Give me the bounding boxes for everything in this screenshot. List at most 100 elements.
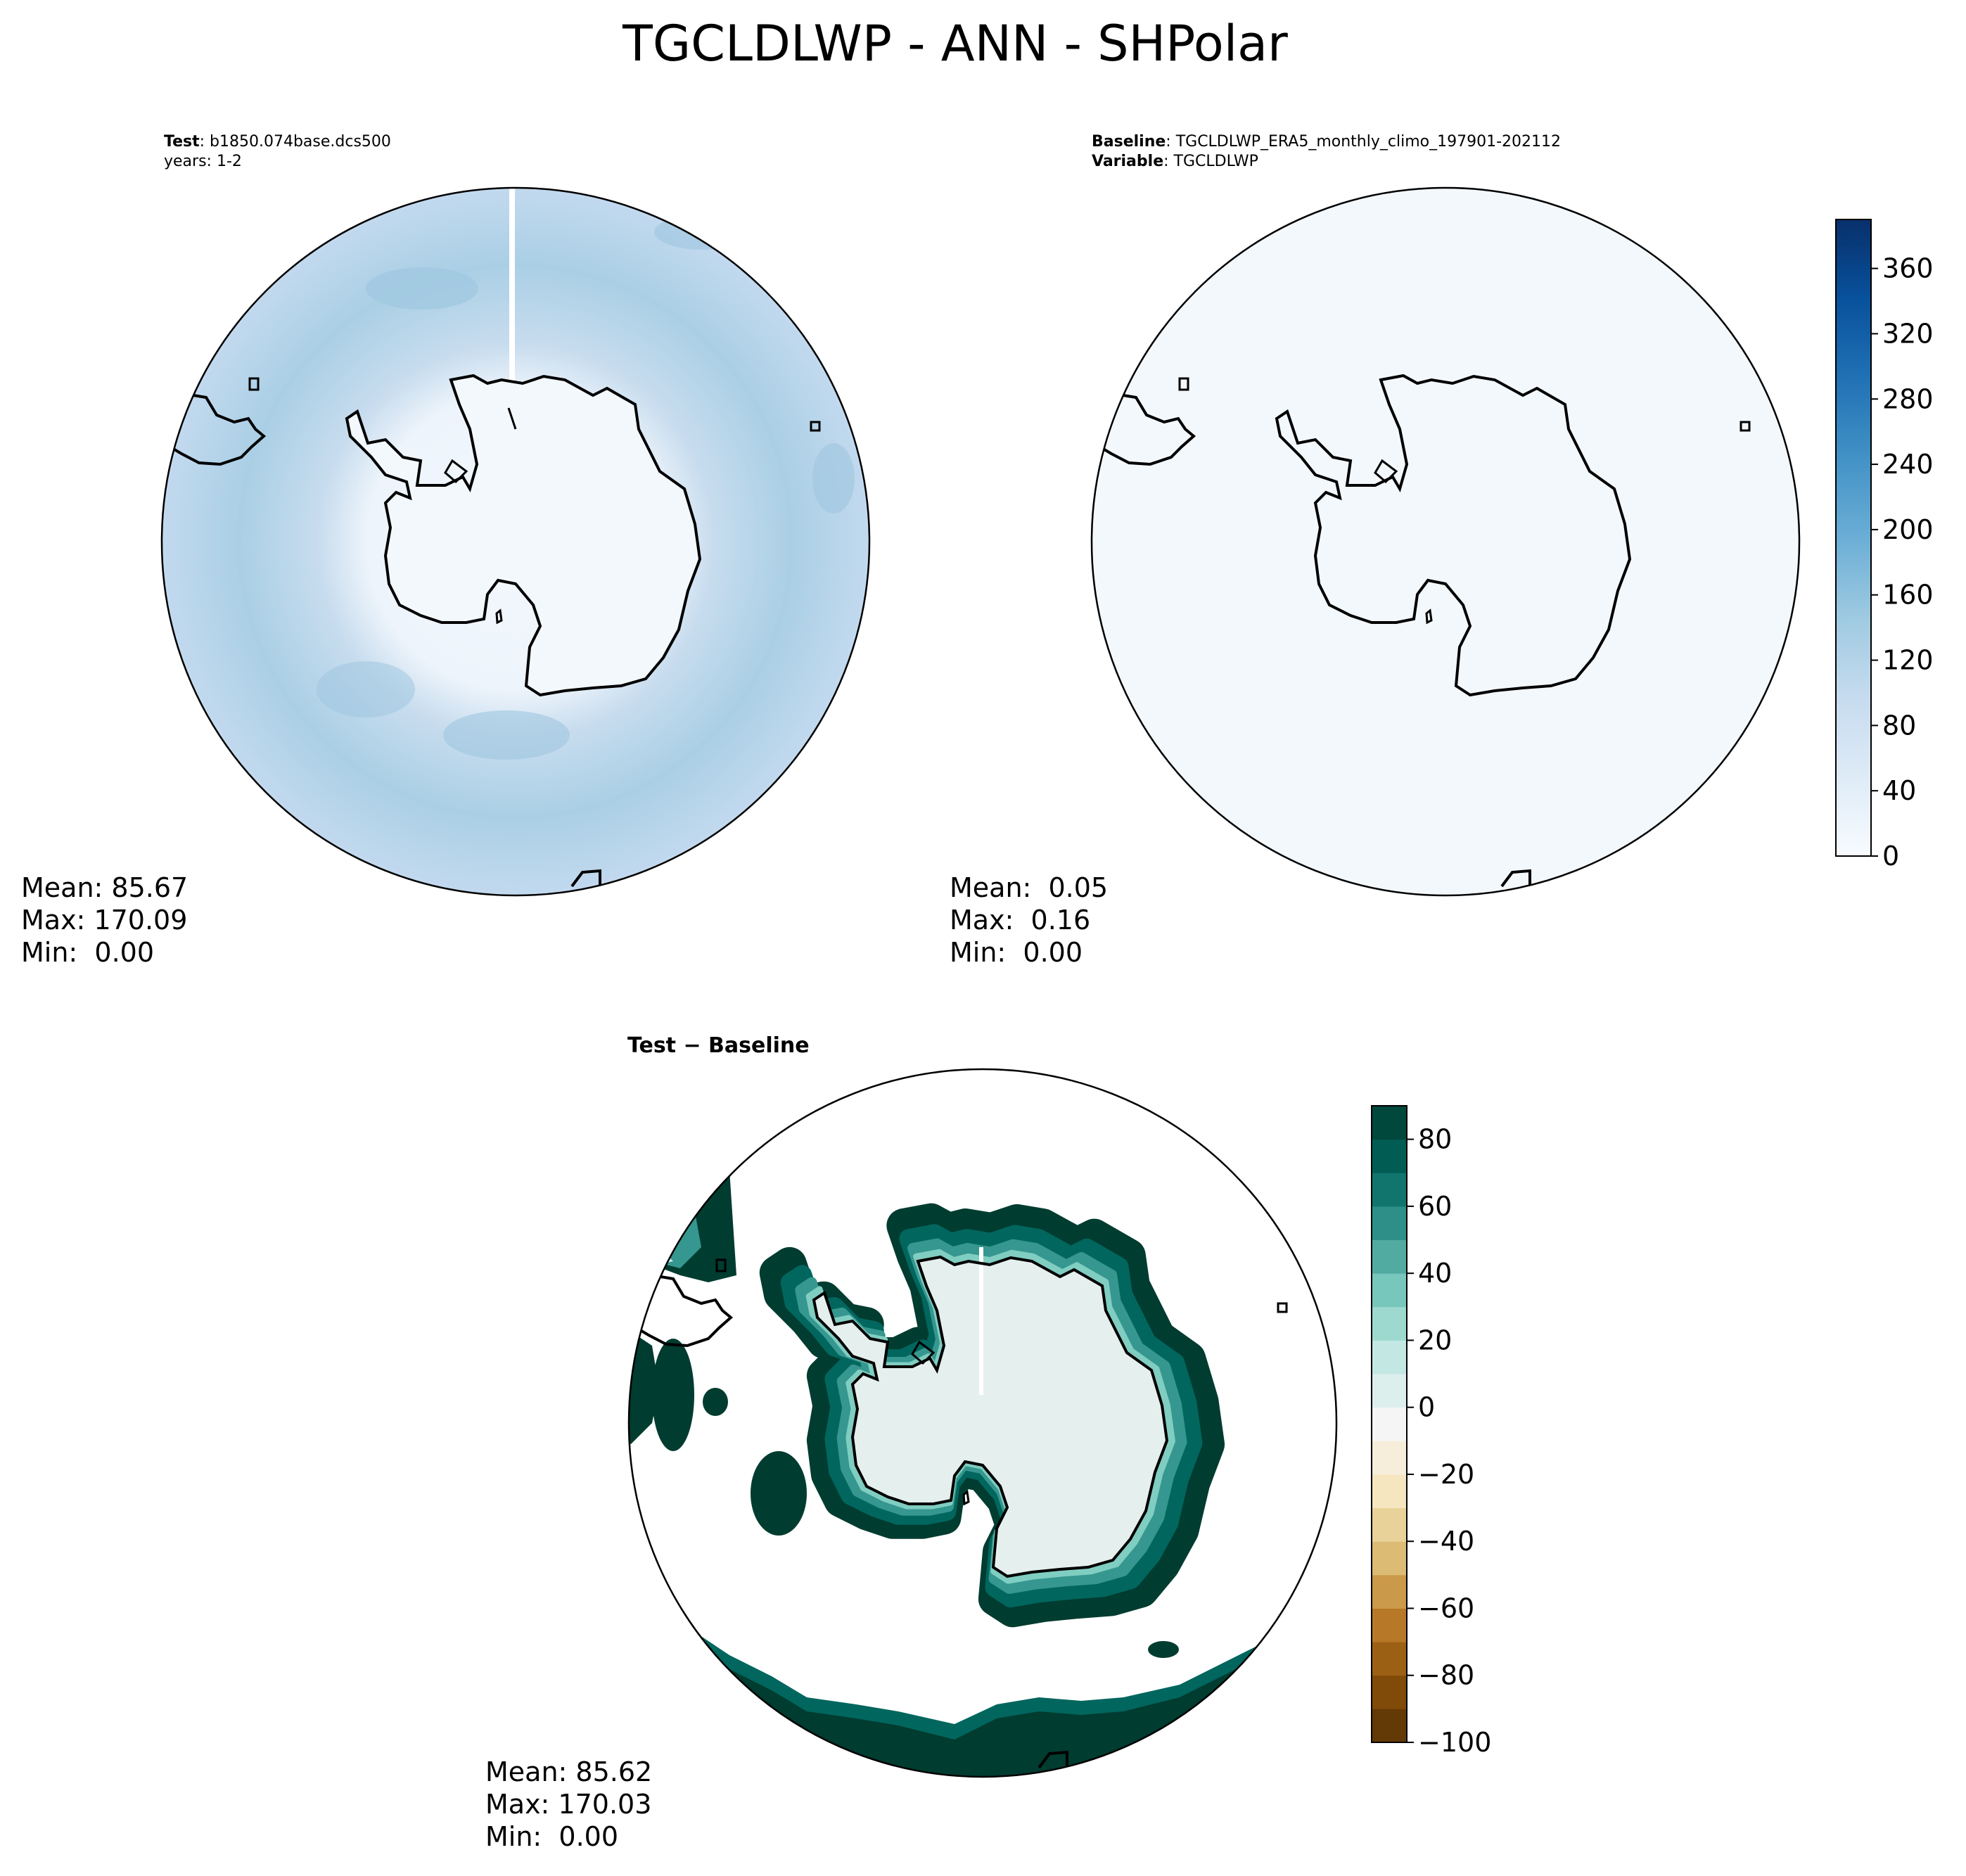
diff-patch bbox=[652, 1339, 694, 1451]
diff-patch bbox=[703, 1388, 728, 1416]
diff-colorbar-frame bbox=[1371, 1105, 1408, 1743]
island-outline bbox=[1374, 459, 1398, 484]
baseline-map-boundary bbox=[1090, 186, 1801, 897]
diff-panel: Test − Baseline bbox=[485, 1033, 1338, 1852]
test-panel: Test: b1850.074base.dcs500 years: 1-2 bbox=[21, 133, 871, 968]
diff-colorbar-ticks: 80 60 40 20 0 −20 −40 −60 −80 −100 bbox=[1407, 1124, 1491, 1758]
colorbar-tick-label: 80 bbox=[1418, 1124, 1452, 1155]
test-seam bbox=[509, 188, 515, 478]
island-outline bbox=[1277, 1302, 1288, 1313]
diff-wedge-light bbox=[629, 1240, 673, 1268]
test-field-patch bbox=[443, 710, 570, 760]
colorbar-band bbox=[1372, 1173, 1407, 1207]
island-outline bbox=[1178, 377, 1189, 391]
variable-name: : TGCLDLWP bbox=[1163, 153, 1258, 170]
test-field-patch bbox=[317, 661, 415, 717]
island-outline bbox=[911, 1340, 936, 1365]
colorbar-band bbox=[1372, 1106, 1407, 1140]
colorbar-tick-label: −100 bbox=[1418, 1727, 1491, 1758]
new-zealand-coastline bbox=[1038, 1750, 1068, 1775]
test-field-patch bbox=[812, 443, 855, 513]
diff-patch bbox=[751, 1451, 807, 1536]
colorbar-band bbox=[1372, 1507, 1407, 1542]
colorbar-band bbox=[1372, 1642, 1407, 1676]
colorbar-tick-label: 20 bbox=[1418, 1325, 1452, 1355]
test-max: Max: 170.09 bbox=[21, 905, 187, 936]
colorbar-tick-label: −60 bbox=[1418, 1593, 1474, 1623]
colorbar-tick-label: 60 bbox=[1418, 1191, 1452, 1222]
baseline-mean: Mean: 0.05 bbox=[950, 872, 1108, 903]
colorbar-tick-label: 0 bbox=[1418, 1392, 1435, 1423]
diff-title: Test − Baseline bbox=[627, 1033, 810, 1058]
colorbar-tick-label: 200 bbox=[1882, 514, 1934, 545]
colorbar-tick-label: 240 bbox=[1882, 449, 1934, 480]
baseline-min: Min: 0.00 bbox=[950, 937, 1083, 968]
colorbar-band bbox=[1372, 1474, 1407, 1509]
test-years: years: 1-2 bbox=[164, 153, 242, 170]
test-mean: Mean: 85.67 bbox=[21, 872, 188, 903]
colorbar-band bbox=[1372, 1608, 1407, 1642]
island-outline bbox=[444, 459, 468, 484]
island-outline bbox=[507, 407, 517, 430]
baseline-max: Max: 0.16 bbox=[950, 905, 1090, 936]
island-outline bbox=[962, 1490, 970, 1506]
colorbar-tick-label: 80 bbox=[1882, 710, 1916, 741]
diff-wedge-mid bbox=[629, 1170, 701, 1268]
island-outline bbox=[1740, 421, 1751, 432]
figure-title: TGCLDLWP - ANN - SHPolar bbox=[622, 15, 1288, 72]
diff-map bbox=[629, 1069, 1336, 1777]
colorbar-tick-label: 0 bbox=[1882, 841, 1899, 872]
abs-colorbar-frame bbox=[1835, 219, 1872, 857]
island-outline bbox=[248, 377, 260, 391]
test-field-patch bbox=[654, 215, 753, 250]
colorbar-band bbox=[1372, 1709, 1407, 1743]
test-map-boundary bbox=[160, 186, 871, 897]
diff-patch bbox=[1148, 1641, 1179, 1658]
new-zealand-coastline bbox=[570, 869, 601, 893]
island-outline bbox=[715, 1258, 727, 1272]
colorbar-band bbox=[1372, 1306, 1407, 1341]
test-field-patch bbox=[366, 267, 478, 310]
colorbar-band bbox=[1372, 1574, 1407, 1609]
colorbar-band bbox=[1372, 1273, 1407, 1308]
abs-colorbar-fill bbox=[1836, 219, 1871, 856]
diff-patch bbox=[629, 1332, 659, 1444]
test-case-name: : b1850.074base.dcs500 bbox=[200, 133, 391, 151]
colorbar-tick-label: 360 bbox=[1882, 253, 1934, 284]
variable-title: Variable: TGCLDLWP bbox=[1092, 153, 1258, 170]
colorbar-band bbox=[1372, 1374, 1407, 1408]
colorbar-band bbox=[1372, 1239, 1407, 1274]
colorbar-tick-label: 320 bbox=[1882, 318, 1934, 349]
colorbar-tick-label: 280 bbox=[1882, 383, 1934, 414]
colorbar-tick-label: −40 bbox=[1418, 1526, 1474, 1557]
colorbar-band bbox=[1372, 1675, 1407, 1709]
diff-seam bbox=[979, 1247, 983, 1395]
baseline-field bbox=[1092, 188, 1799, 895]
abs-colorbar-ticks: 0 40 80 120 160 200 240 280 320 360 bbox=[1871, 253, 1934, 872]
baseline-title: Baseline: TGCLDLWP_ERA5_monthly_climo_19… bbox=[1092, 133, 1561, 151]
colorbar-band bbox=[1372, 1541, 1407, 1576]
test-title: Test: b1850.074base.dcs500 bbox=[164, 133, 391, 151]
colorbar-band bbox=[1372, 1407, 1407, 1441]
diff-max: Max: 170.03 bbox=[485, 1789, 651, 1820]
baseline-panel: Baseline: TGCLDLWP_ERA5_monthly_climo_19… bbox=[950, 133, 1801, 968]
baseline-map bbox=[1092, 188, 1799, 895]
new-zealand-coastline bbox=[1500, 869, 1531, 893]
diff-ocean-band-edge bbox=[652, 1585, 1336, 1740]
diff-map-boundary bbox=[627, 1068, 1338, 1778]
diff-mean: Mean: 85.62 bbox=[485, 1756, 652, 1787]
abs-colorbar: 0 40 80 120 160 200 240 280 320 360 bbox=[1835, 219, 1934, 872]
diff-colorbar: 80 60 40 20 0 −20 −40 −60 −80 −100 bbox=[1371, 1105, 1491, 1758]
colorbar-band bbox=[1372, 1139, 1407, 1173]
test-min: Min: 0.00 bbox=[21, 937, 154, 968]
baseline-case-name: : TGCLDLWP_ERA5_monthly_climo_197901-202… bbox=[1166, 133, 1561, 151]
colorbar-band bbox=[1372, 1340, 1407, 1374]
island-outline bbox=[810, 421, 821, 432]
colorbar-tick-label: 40 bbox=[1418, 1258, 1452, 1289]
baseline-label: Baseline bbox=[1092, 133, 1166, 151]
colorbar-tick-label: −80 bbox=[1418, 1660, 1474, 1691]
colorbar-band bbox=[1372, 1441, 1407, 1475]
colorbar-tick-label: 160 bbox=[1882, 580, 1934, 611]
variable-label: Variable bbox=[1092, 153, 1163, 170]
